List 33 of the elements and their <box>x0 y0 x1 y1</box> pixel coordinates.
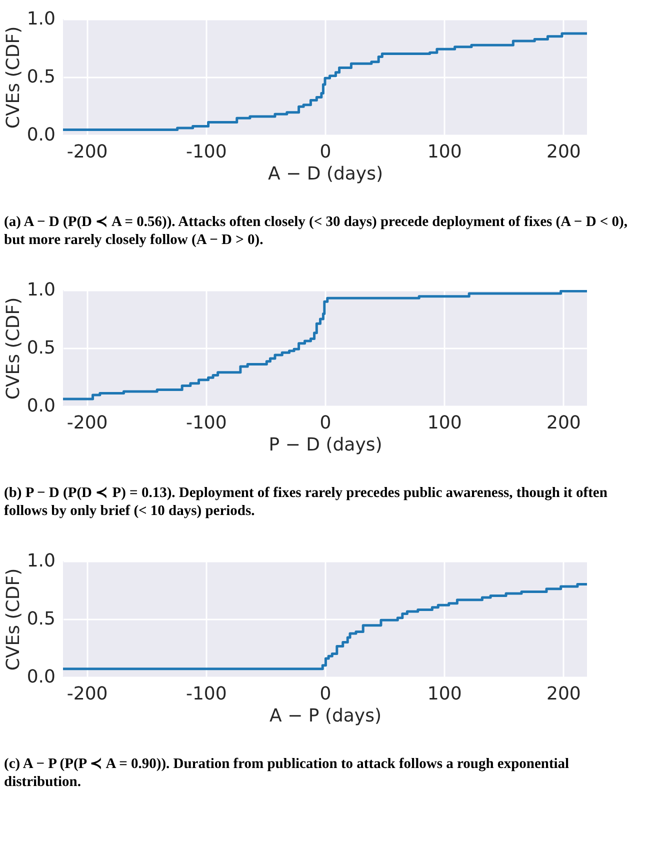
x-tick-label: -200 <box>66 684 108 704</box>
x-tick-label: 100 <box>427 142 462 162</box>
y-tick-label: 0.0 <box>26 396 56 416</box>
y-tick-label: 1.0 <box>26 8 56 30</box>
y-axis-title: CVEs (CDF) <box>2 568 24 671</box>
y-tick-label: 1.0 <box>26 550 56 572</box>
x-tick-label: -200 <box>66 142 108 162</box>
x-axis-title: A − P (days) <box>270 706 382 726</box>
x-tick-label: -100 <box>186 412 227 434</box>
x-tick-label: 0 <box>320 412 332 434</box>
x-tick-label: 0 <box>320 142 332 162</box>
x-tick-label: 100 <box>427 684 462 704</box>
y-tick-label: 0.0 <box>26 666 56 688</box>
x-tick-label: 200 <box>546 684 581 704</box>
y-axis-title: CVEs (CDF) <box>2 297 24 400</box>
text: (c) A − P (P(P ≺ A = 0.90)). Duration from publication to attack follows a rough exponential distribution. <box>4 755 570 791</box>
x-axis-title: A − D (days) <box>268 164 383 184</box>
text: (b) P − D (P(D ≺ P) = 0.13). Deployment of fixes rarely precedes public awareness, though it often follows by only brief (< 10 days) periods. <box>4 484 608 520</box>
text: (a) A − D (P(D ≺ A = 0.56)). Attacks often closely (< 30 days) precede deployment of fixes (A − D < 0), but more rarely closely follow (A − D > 0). <box>4 213 629 249</box>
x-tick-label: 200 <box>546 412 581 434</box>
y-tick-label: 0.5 <box>26 66 56 88</box>
y-tick-label: 1.0 <box>26 280 56 300</box>
y-axis-title: CVEs (CDF) <box>2 26 24 129</box>
x-tick-label: 200 <box>546 142 581 162</box>
x-tick-label: -100 <box>186 142 227 162</box>
x-tick-label: -200 <box>66 412 108 434</box>
y-tick-label: 0.5 <box>26 338 56 358</box>
y-tick-label: 0.5 <box>26 608 56 630</box>
x-axis-title: P − D (days) <box>268 434 382 456</box>
y-tick-label: 0.0 <box>26 124 56 146</box>
x-tick-label: -100 <box>186 684 227 704</box>
x-tick-label: 0 <box>320 684 332 704</box>
x-tick-label: 100 <box>427 412 462 434</box>
